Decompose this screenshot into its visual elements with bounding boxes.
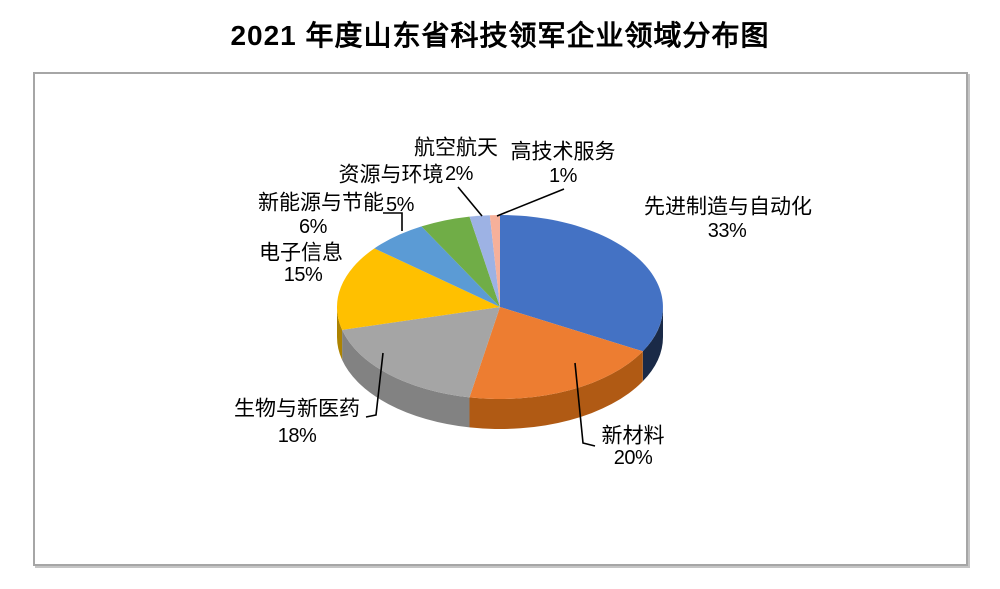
leader-line-bio-medicine	[365, 352, 384, 418]
slice-top-new-energy	[374, 226, 500, 307]
leader-line-aerospace	[457, 186, 483, 217]
slice-top-new-materials	[469, 307, 643, 400]
slice-side-advanced-manufacturing	[642, 307, 663, 382]
chart-title: 2021 年度山东省科技领军企业领域分布图	[230, 20, 770, 51]
slice-top-electronic-info	[336, 248, 500, 330]
leader-line-new-energy	[383, 212, 403, 231]
slice-top-resources-env	[421, 216, 500, 307]
slice-top-advanced-manufacturing	[500, 215, 663, 352]
slice-top-bio-medicine	[342, 307, 500, 398]
slice-top-aerospace	[469, 215, 500, 307]
leader-line-new-materials	[574, 362, 596, 447]
slice-side-new-materials	[469, 351, 643, 430]
slice-side-bio-medicine	[342, 329, 470, 428]
slice-top-hitech-services	[489, 215, 500, 307]
slice-side-electronic-info	[336, 307, 343, 360]
leader-line-hitech-services	[496, 188, 565, 217]
